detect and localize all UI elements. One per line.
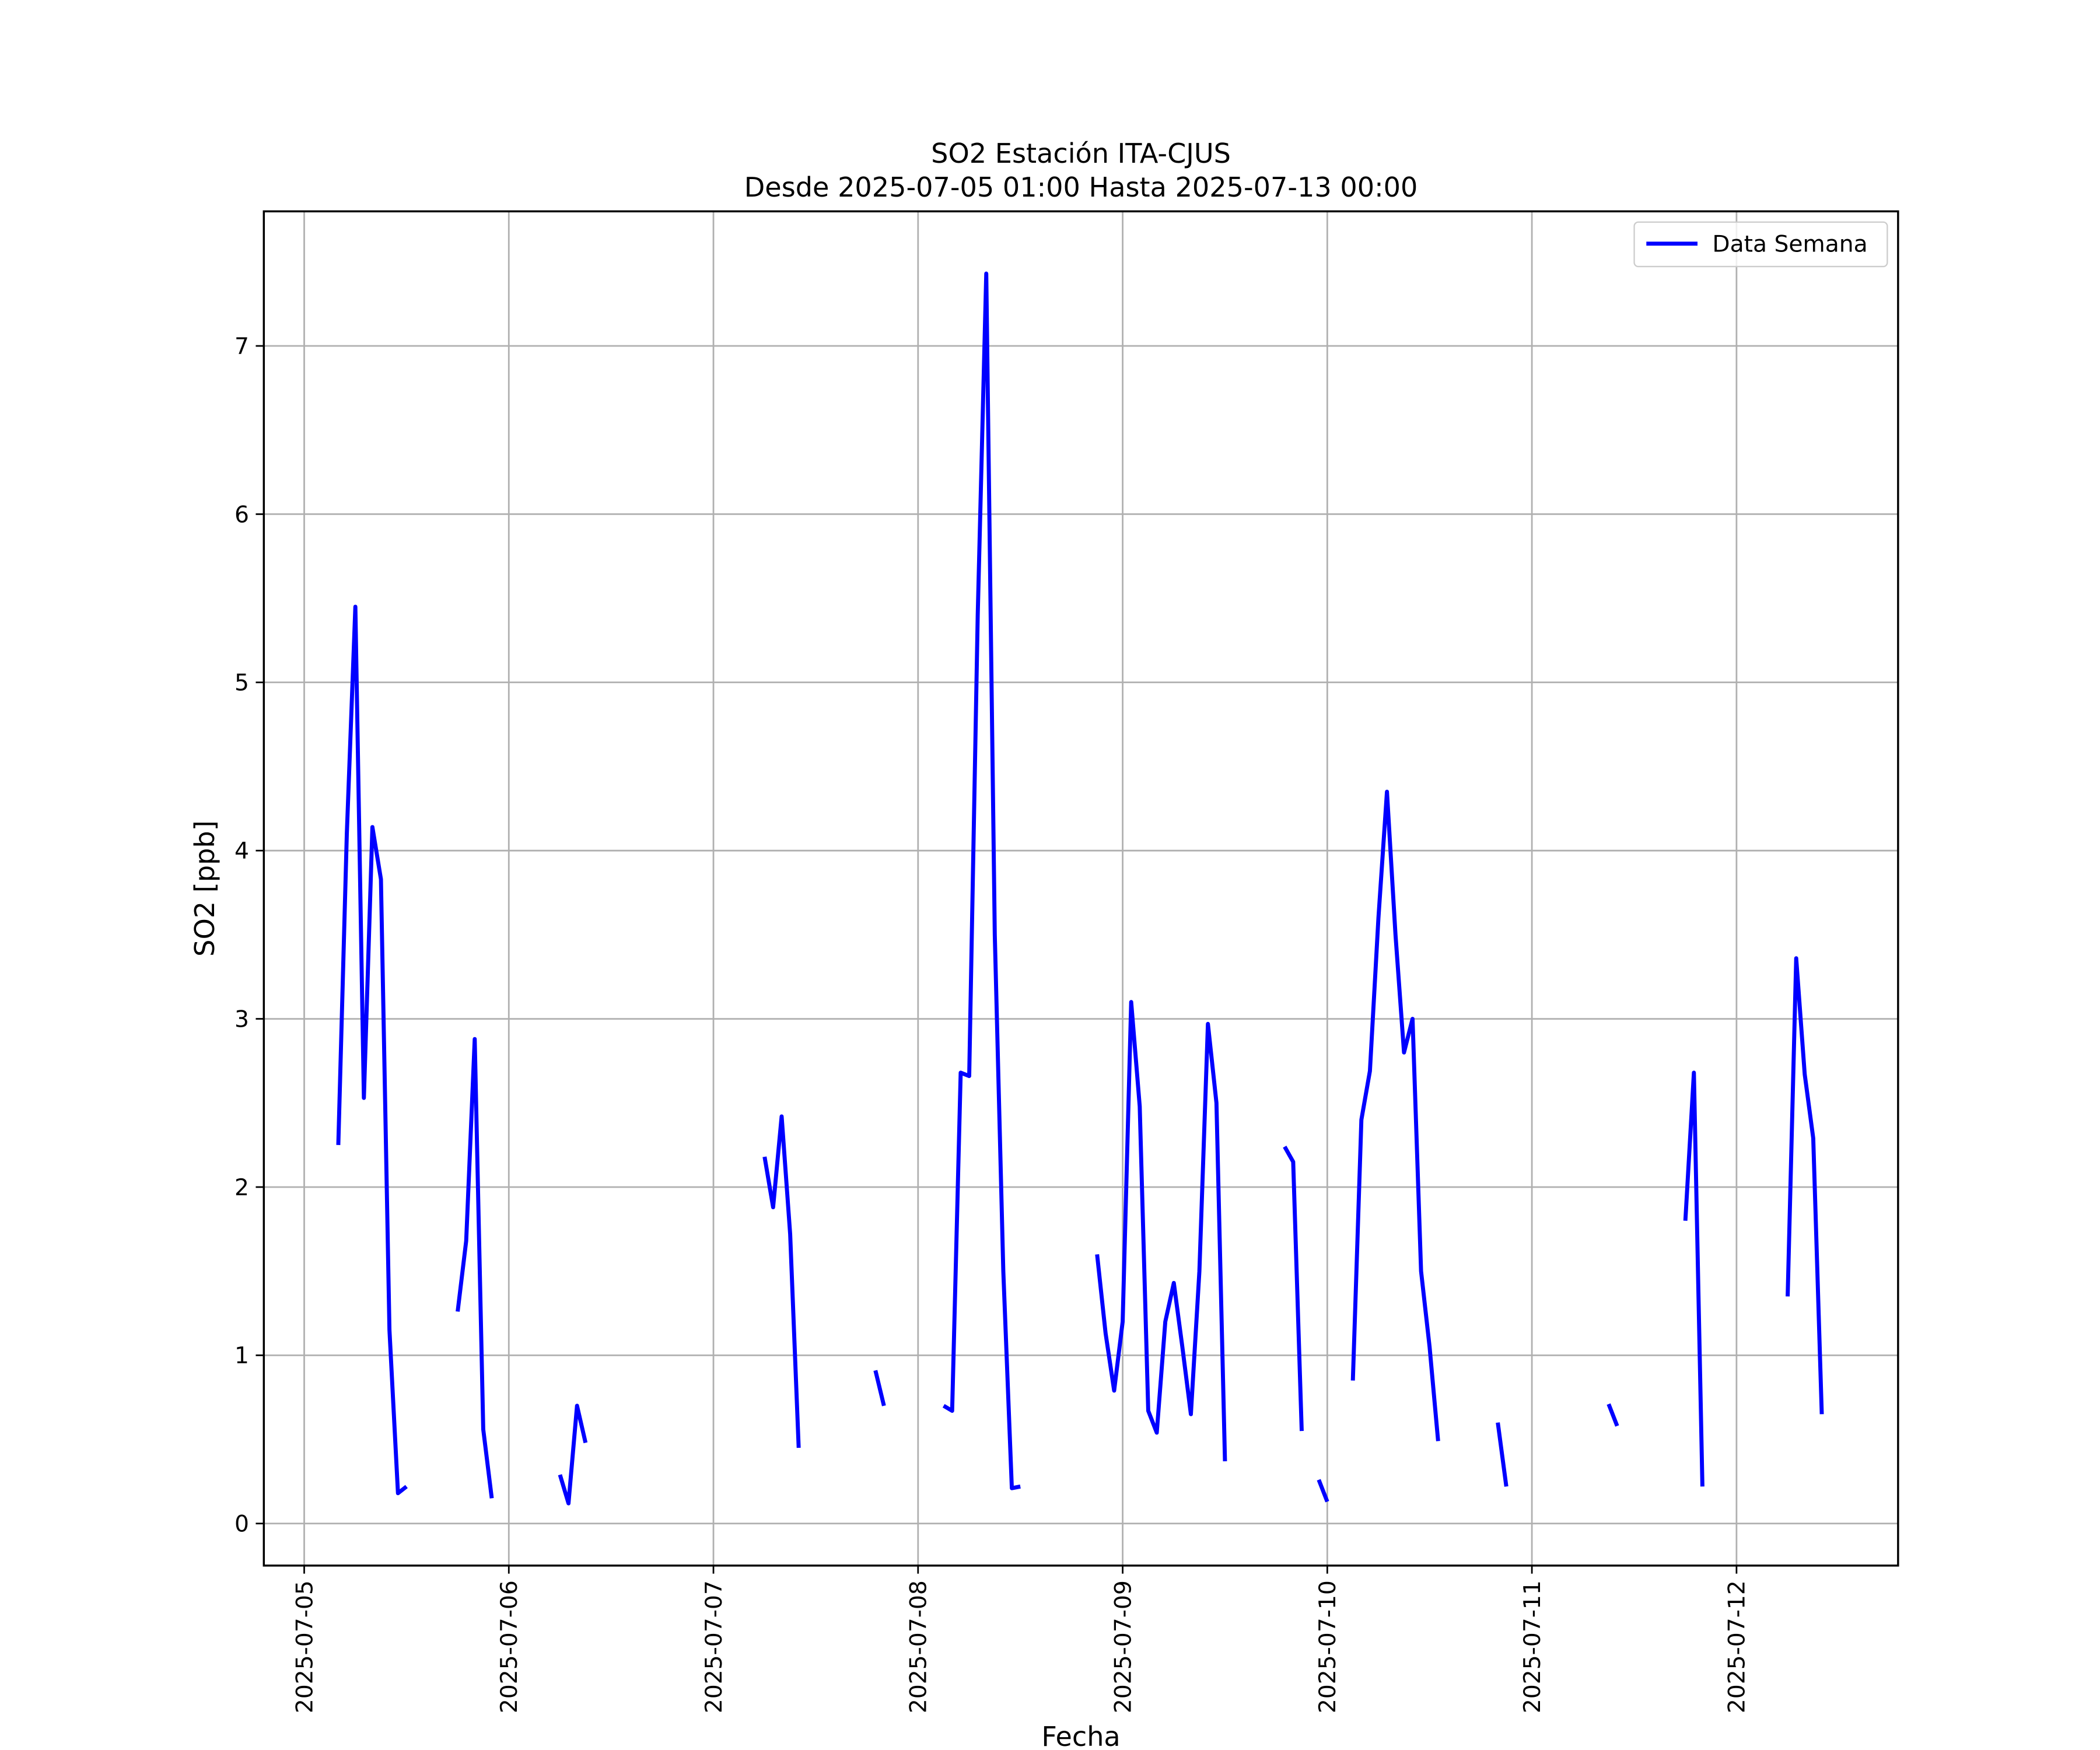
x-tick-label: 2025-07-06 [496, 1580, 523, 1713]
y-axis-label: SO2 [ppb] [189, 820, 220, 957]
y-tick-label: 6 [235, 502, 249, 528]
y-tick-label: 5 [235, 670, 249, 696]
chart-title: SO2 Estación ITA-CJUS [931, 138, 1231, 169]
legend-box [1633, 221, 1888, 268]
x-tick-label: 2025-07-08 [906, 1580, 932, 1713]
y-tick-label: 4 [235, 838, 249, 864]
y-tick-label: 3 [235, 1006, 249, 1032]
y-tick-label: 1 [235, 1343, 249, 1369]
x-tick-label: 2025-07-05 [292, 1580, 318, 1713]
data-line [336, 271, 1824, 1506]
x-axis-label: Fecha [1041, 1721, 1120, 1750]
plot-frame [262, 210, 1899, 1567]
y-tick-label: 0 [235, 1511, 249, 1538]
y-tick-label: 7 [235, 334, 249, 360]
chart-subtitle: Desde 2025-07-05 01:00 Hasta 2025-07-13 … [744, 172, 1418, 203]
x-tick-label: 2025-07-09 [1110, 1580, 1136, 1713]
x-tick-label: 2025-07-10 [1315, 1580, 1341, 1713]
x-tick-label: 2025-07-12 [1724, 1580, 1751, 1713]
legend-label: Data Semana [1712, 232, 1867, 258]
x-tick-label: 2025-07-11 [1520, 1580, 1546, 1713]
x-tick-label: 2025-07-07 [701, 1580, 727, 1713]
y-tick-label: 2 [235, 1175, 249, 1201]
